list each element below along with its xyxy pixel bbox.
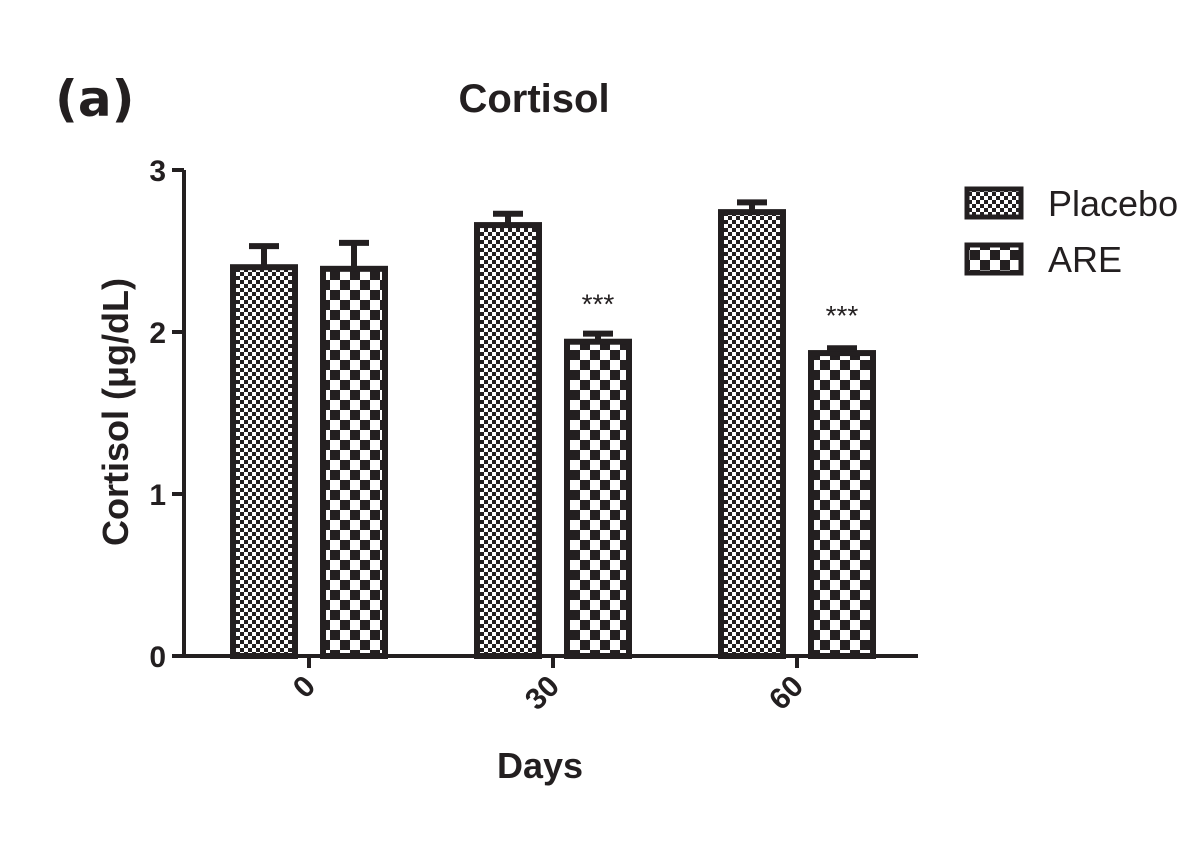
y-tick-label-2: 2 xyxy=(149,317,166,350)
x-tick-label-60: 60 xyxy=(763,670,810,717)
x-tick-label-30: 30 xyxy=(519,670,566,717)
y-tick-label-1: 1 xyxy=(149,479,166,512)
y-ticks: 0 1 2 3 xyxy=(149,155,184,674)
x-ticks: 0 30 60 xyxy=(287,656,810,717)
legend: Placebo ARE xyxy=(964,183,1178,280)
y-tick-label-3: 3 xyxy=(149,155,166,188)
bar-are-0 xyxy=(320,265,388,659)
bar-placebo-60 xyxy=(718,209,786,659)
panel-label: (a) xyxy=(55,70,134,128)
annotations-group: *** *** xyxy=(582,289,859,331)
legend-label-are: ARE xyxy=(1048,239,1122,280)
bar-are-60 xyxy=(808,350,876,659)
y-axis-label: Cortisol (μg/dL) xyxy=(95,278,136,546)
significance-60: *** xyxy=(826,300,859,331)
legend-swatch-are xyxy=(964,242,1024,276)
y-tick-label-0: 0 xyxy=(149,641,166,674)
bar-placebo-0 xyxy=(230,264,298,659)
bar-placebo-30 xyxy=(474,222,542,660)
legend-label-placebo: Placebo xyxy=(1048,183,1178,224)
bars-group xyxy=(230,209,876,660)
error-bars-group xyxy=(249,199,857,354)
significance-30: *** xyxy=(582,289,615,320)
legend-swatch-placebo xyxy=(964,186,1024,220)
x-axis-label: Days xyxy=(497,745,583,786)
chart-title: Cortisol xyxy=(458,77,609,121)
x-tick-label-0: 0 xyxy=(287,670,322,705)
bar-are-30 xyxy=(564,338,632,659)
